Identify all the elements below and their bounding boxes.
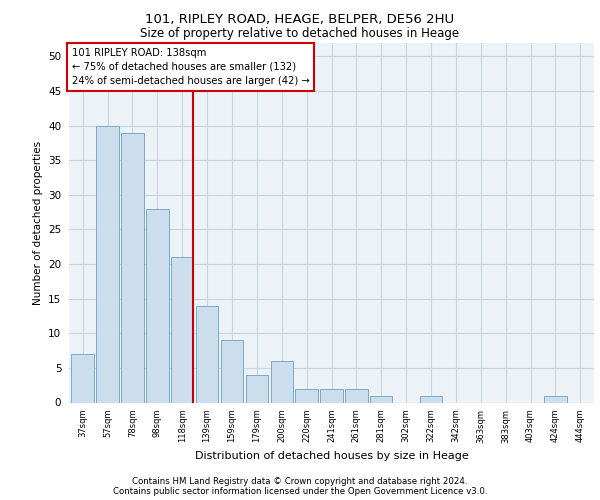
Bar — [345, 388, 368, 402]
Bar — [420, 396, 442, 402]
Bar — [370, 396, 392, 402]
Text: Contains public sector information licensed under the Open Government Licence v3: Contains public sector information licen… — [113, 487, 487, 496]
Bar — [196, 306, 218, 402]
Bar — [221, 340, 243, 402]
Bar — [271, 361, 293, 403]
Bar — [97, 126, 119, 402]
Bar — [320, 388, 343, 402]
Bar — [544, 396, 566, 402]
Bar — [245, 375, 268, 402]
Bar — [146, 208, 169, 402]
Text: Contains HM Land Registry data © Crown copyright and database right 2024.: Contains HM Land Registry data © Crown c… — [132, 477, 468, 486]
Bar — [71, 354, 94, 403]
X-axis label: Distribution of detached houses by size in Heage: Distribution of detached houses by size … — [194, 451, 469, 461]
Text: 101 RIPLEY ROAD: 138sqm
← 75% of detached houses are smaller (132)
24% of semi-d: 101 RIPLEY ROAD: 138sqm ← 75% of detache… — [71, 48, 310, 86]
Bar — [121, 132, 143, 402]
Bar — [295, 388, 318, 402]
Text: 101, RIPLEY ROAD, HEAGE, BELPER, DE56 2HU: 101, RIPLEY ROAD, HEAGE, BELPER, DE56 2H… — [145, 12, 455, 26]
Text: Size of property relative to detached houses in Heage: Size of property relative to detached ho… — [140, 28, 460, 40]
Y-axis label: Number of detached properties: Number of detached properties — [32, 140, 43, 304]
Bar — [171, 257, 193, 402]
